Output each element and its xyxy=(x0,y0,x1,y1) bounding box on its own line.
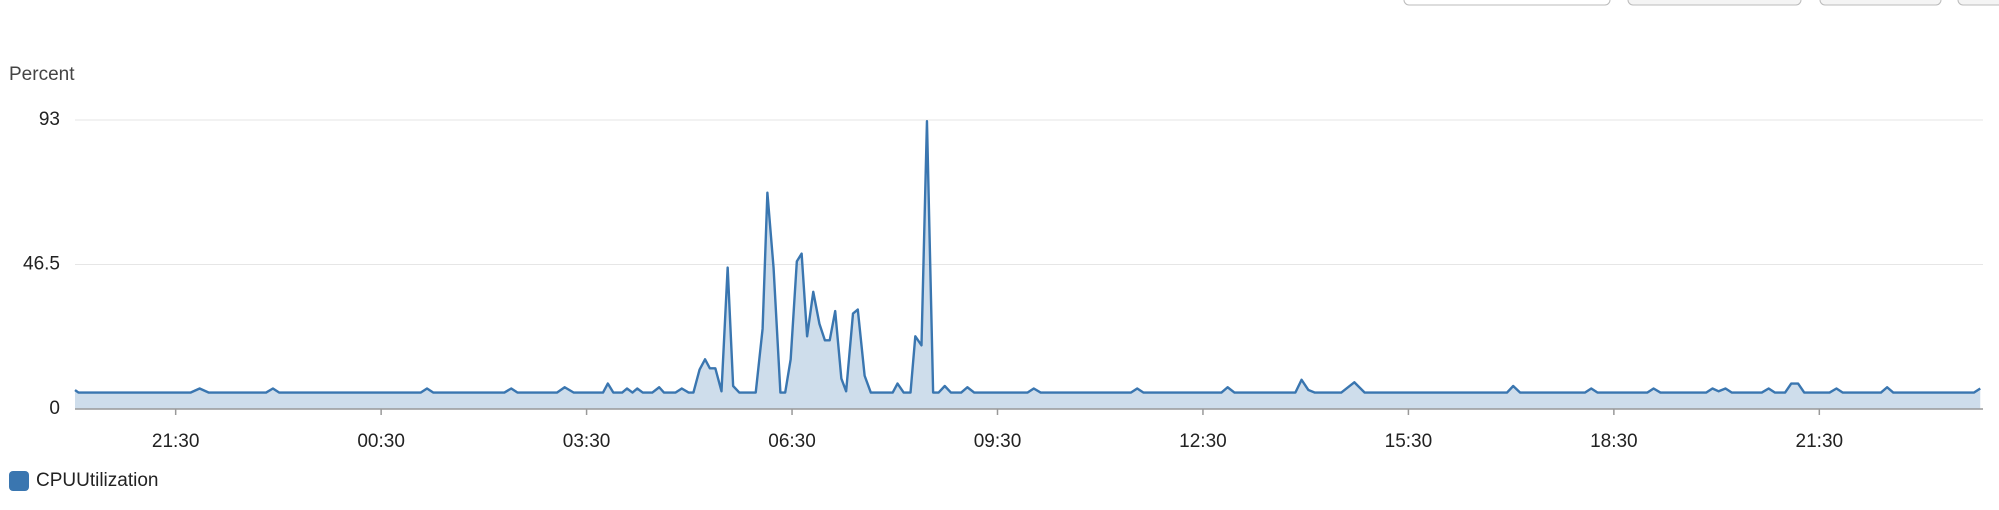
x-tick-label: 00:30 xyxy=(357,431,405,452)
x-tick-label: 21:30 xyxy=(1796,431,1844,452)
toolbar-button[interactable] xyxy=(1957,0,1999,6)
y-tick-label: 46.5 xyxy=(23,254,60,275)
x-tick-label: 21:30 xyxy=(152,431,200,452)
y-axis-title: Percent xyxy=(9,64,75,85)
y-tick-label: 0 xyxy=(49,398,60,419)
area-fill xyxy=(75,121,1981,410)
x-tick-label: 12:30 xyxy=(1179,431,1227,452)
legend-swatch xyxy=(9,471,29,491)
toolbar-field[interactable] xyxy=(1403,0,1611,6)
x-tick-label: 09:30 xyxy=(974,431,1022,452)
x-tick-label: 15:30 xyxy=(1385,431,1433,452)
x-tick-label: 18:30 xyxy=(1590,431,1638,452)
y-tick-label: 93 xyxy=(39,109,60,130)
x-tick-label: 06:30 xyxy=(768,431,816,452)
toolbar-button[interactable] xyxy=(1627,0,1802,6)
line xyxy=(74,120,1981,394)
toolbar-button[interactable] xyxy=(1819,0,1942,6)
legend-label: CPUUtilization xyxy=(36,470,158,491)
x-tick-label: 03:30 xyxy=(563,431,611,452)
